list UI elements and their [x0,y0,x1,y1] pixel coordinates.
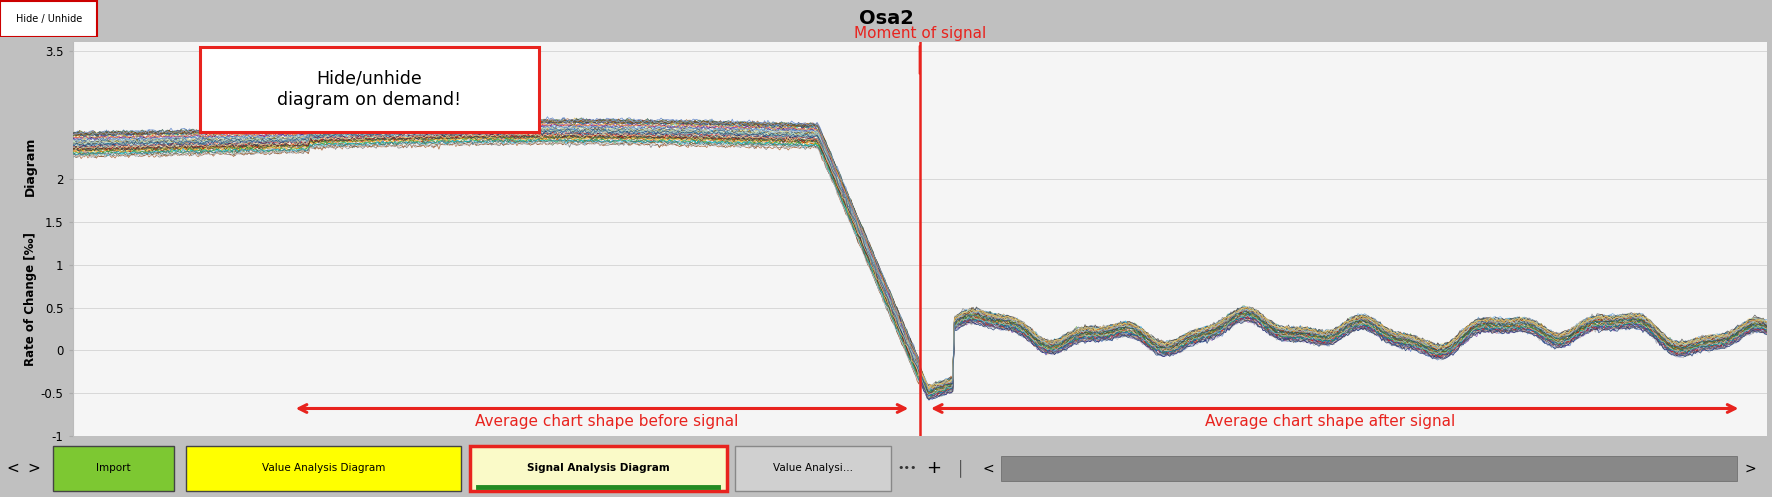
Text: Diagram: Diagram [23,136,37,196]
Text: >: > [1745,461,1756,476]
Text: Average chart shape before signal: Average chart shape before signal [475,414,737,428]
Text: <: < [5,461,19,476]
Text: Value Analysi…: Value Analysi… [773,463,854,474]
Text: <: < [983,461,994,476]
Bar [735,445,891,491]
Text: Signal Analysis Diagram: Signal Analysis Diagram [526,463,670,474]
Text: Hide/unhide
diagram on demand!: Hide/unhide diagram on demand! [276,70,461,109]
Bar [1001,456,1737,481]
Text: >: > [27,461,41,476]
Bar [186,445,461,491]
Text: Rate of Change [‰]: Rate of Change [‰] [23,232,37,366]
Text: •••: ••• [897,463,918,474]
Bar [53,445,174,491]
Text: Import: Import [96,463,131,474]
Text: │: │ [955,460,966,477]
Text: Value Analysis Diagram: Value Analysis Diagram [262,463,385,474]
Bar [0,0,97,36]
Text: +: + [927,459,941,478]
Bar [470,445,727,491]
Text: Average chart shape after signal: Average chart shape after signal [1205,414,1455,428]
Text: Moment of signal: Moment of signal [854,25,985,74]
Bar [200,47,539,132]
Text: Osa2: Osa2 [859,9,913,28]
Text: Hide / Unhide: Hide / Unhide [16,13,82,24]
